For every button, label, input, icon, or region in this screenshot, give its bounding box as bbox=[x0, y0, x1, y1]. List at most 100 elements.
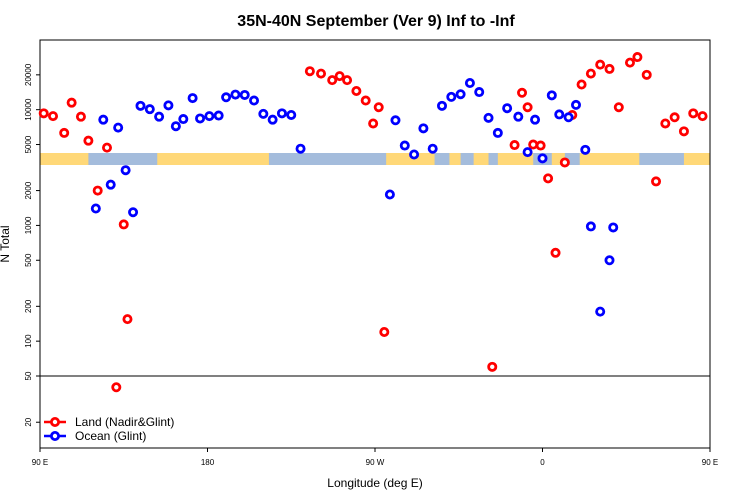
land-data-point bbox=[122, 314, 133, 325]
ocean-data-point bbox=[537, 153, 548, 164]
land-data-point bbox=[327, 75, 338, 86]
ocean-data-point bbox=[144, 104, 155, 115]
land-mask-segment bbox=[579, 153, 640, 165]
ocean-data-point bbox=[221, 92, 232, 103]
ocean-data-point bbox=[427, 143, 438, 154]
ocean-data-point bbox=[249, 95, 260, 106]
ocean-data-point bbox=[239, 89, 250, 100]
land-mask-segment bbox=[473, 153, 489, 165]
y-tick-label: 500 bbox=[24, 253, 33, 267]
ocean-data-point bbox=[230, 89, 241, 100]
ocean-data-point bbox=[90, 203, 101, 214]
ocean-data-point bbox=[213, 110, 224, 121]
land-data-point bbox=[641, 69, 652, 80]
land-data-point bbox=[111, 382, 122, 393]
land-data-point bbox=[697, 111, 708, 122]
ocean-data-point bbox=[530, 114, 541, 125]
land-data-point bbox=[559, 157, 570, 168]
ocean-data-point bbox=[418, 123, 429, 134]
land-data-point bbox=[83, 135, 94, 146]
ocean-data-point bbox=[585, 221, 596, 232]
legend-swatch-marker bbox=[50, 430, 61, 441]
land-data-point bbox=[368, 118, 379, 129]
ocean-data-point bbox=[187, 93, 198, 104]
land-data-point bbox=[522, 102, 533, 113]
land-data-point bbox=[595, 59, 606, 70]
surface-mask-band bbox=[40, 153, 710, 165]
ocean-data-point bbox=[195, 113, 206, 124]
y-tick-label: 200 bbox=[24, 299, 33, 313]
ocean-data-point bbox=[128, 207, 139, 218]
land-data-point bbox=[92, 185, 103, 196]
ocean-data-point bbox=[554, 109, 565, 120]
chart-title: 35N-40N September (Ver 9) Inf to -Inf bbox=[237, 13, 515, 30]
ocean-data-point bbox=[135, 100, 146, 111]
land-mask-segment bbox=[449, 153, 461, 165]
ocean-data-point bbox=[604, 255, 615, 266]
ocean-data-point bbox=[178, 114, 189, 125]
legend-label: Ocean (Glint) bbox=[75, 429, 146, 443]
land-mask-segment bbox=[386, 153, 435, 165]
ocean-data-point bbox=[474, 87, 485, 98]
land-data-point bbox=[669, 112, 680, 123]
land-data-point bbox=[543, 173, 554, 184]
legend[interactable]: Land (Nadir&Glint)Ocean (Glint) bbox=[44, 415, 174, 443]
y-tick-label: 2000 bbox=[24, 181, 33, 199]
land-data-point bbox=[351, 86, 362, 97]
y-tick-label: 20 bbox=[24, 417, 33, 426]
y-tick-label: 1000 bbox=[24, 216, 33, 234]
land-data-point bbox=[316, 68, 327, 79]
land-mask-segment bbox=[497, 153, 534, 165]
ocean-data-point bbox=[154, 111, 165, 122]
x-tick-label: 180 bbox=[201, 458, 215, 467]
y-tick-label: 10000 bbox=[24, 98, 33, 121]
y-axis-label: N Total bbox=[0, 225, 12, 262]
x-axis-label: Longitude (deg E) bbox=[327, 476, 422, 490]
ocean-data-point bbox=[399, 140, 410, 151]
x-tick-label: 0 bbox=[540, 458, 545, 467]
land-data-point bbox=[528, 139, 539, 150]
land-data-point bbox=[379, 326, 390, 337]
data-points bbox=[38, 52, 708, 393]
land-data-point bbox=[678, 126, 689, 137]
legend-label: Land (Nadir&Glint) bbox=[75, 415, 174, 429]
land-data-point bbox=[624, 57, 635, 68]
land-data-point bbox=[487, 361, 498, 372]
ocean-data-point bbox=[98, 114, 109, 125]
land-data-point bbox=[604, 63, 615, 74]
main-panel-frame bbox=[39, 39, 711, 377]
land-data-point bbox=[334, 71, 345, 82]
land-data-point bbox=[48, 111, 59, 122]
ocean-data-point bbox=[513, 111, 524, 122]
land-data-point bbox=[59, 127, 70, 138]
y-tick-label: 5000 bbox=[24, 135, 33, 153]
ocean-data-point bbox=[258, 108, 269, 119]
ocean-data-point bbox=[522, 147, 533, 158]
y-tick-label: 20000 bbox=[24, 63, 33, 86]
ocean-data-point bbox=[113, 122, 124, 133]
land-data-point bbox=[304, 66, 315, 77]
ocean-data-point bbox=[483, 112, 494, 123]
land-data-point bbox=[585, 68, 596, 79]
ocean-data-point bbox=[608, 222, 619, 233]
land-data-point bbox=[535, 140, 546, 151]
land-data-point bbox=[550, 247, 561, 258]
ocean-data-point bbox=[563, 112, 574, 123]
land-data-point bbox=[38, 108, 49, 119]
x-axis: 90 E 180 90 W 0 90 E bbox=[32, 448, 718, 467]
x-tick-label: 90 E bbox=[32, 458, 48, 467]
ocean-data-point bbox=[204, 111, 215, 122]
land-data-point bbox=[688, 108, 699, 119]
ocean-data-point bbox=[595, 306, 606, 317]
x-tick-label: 90 E bbox=[702, 458, 718, 467]
land-data-point bbox=[373, 102, 384, 113]
ocean-data-point bbox=[286, 109, 297, 120]
land-data-point bbox=[102, 142, 113, 153]
land-data-point bbox=[576, 79, 587, 90]
legend-swatch-marker bbox=[50, 416, 61, 427]
ocean-data-point bbox=[464, 78, 475, 89]
ocean-data-point bbox=[492, 127, 503, 138]
land-data-point bbox=[118, 219, 129, 230]
ocean-data-point bbox=[502, 103, 513, 114]
